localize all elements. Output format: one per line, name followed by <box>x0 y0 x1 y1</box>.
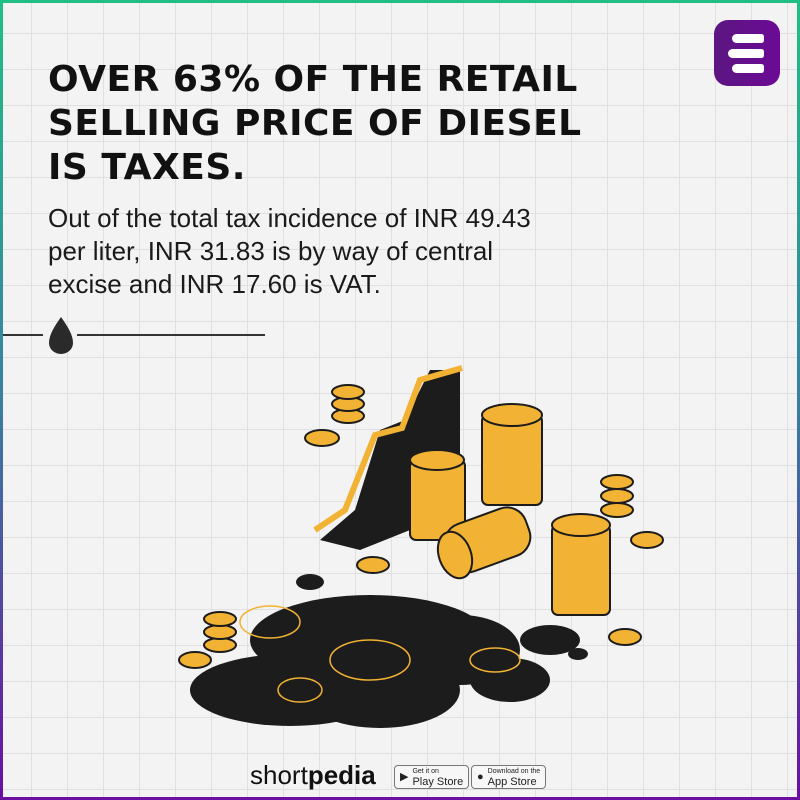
subtext: Out of the total tax incidence of INR 49… <box>48 203 531 299</box>
oil-drop-icon <box>49 317 73 354</box>
brand-light: short <box>250 760 308 790</box>
shortpedia-wordmark: shortpedia <box>250 760 376 791</box>
store-small-text: Get it on <box>412 768 439 775</box>
divider-line <box>77 334 265 336</box>
oil-barrels-illustration <box>178 365 664 728</box>
headline: OVER 63% OF THE RETAIL SELLING PRICE OF … <box>48 59 582 188</box>
play-store-badge[interactable]: ▶ Get it on Play Store <box>394 765 470 789</box>
store-small-text: Download on the <box>487 768 541 775</box>
play-icon: ▶ <box>400 771 409 783</box>
store-label: App Store <box>487 776 537 788</box>
shortpedia-logo-icon[interactable] <box>714 20 780 86</box>
app-store-badge[interactable]: ● Download on the App Store <box>471 765 547 789</box>
apple-icon: ● <box>477 771 484 783</box>
brand-bold: pedia <box>307 760 376 790</box>
store-label: Play Store <box>412 776 464 788</box>
divider-line <box>3 334 43 336</box>
